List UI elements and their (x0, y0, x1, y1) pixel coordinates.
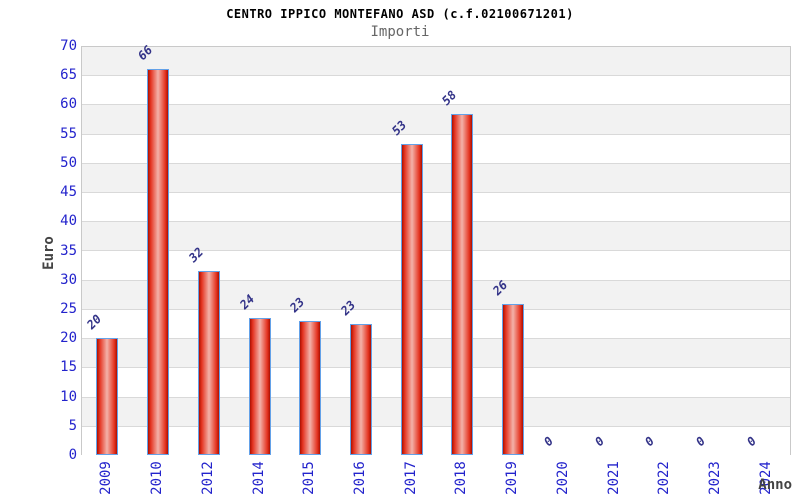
grid-band (82, 163, 790, 194)
x-tick-label: 2016 (351, 461, 368, 495)
bar (299, 320, 322, 455)
y-tick-label: 45 (60, 184, 77, 201)
grid-band (82, 105, 790, 135)
y-tick-label: 65 (60, 67, 77, 84)
bar (147, 69, 170, 455)
x-tick-label: 2009 (98, 461, 115, 495)
y-tick-label: 35 (60, 242, 77, 259)
x-tick-label: 2018 (453, 461, 470, 495)
grid-band (82, 397, 790, 427)
bar (248, 317, 271, 455)
chart-subtitle: Importi (370, 24, 430, 40)
bar (451, 114, 474, 455)
x-tick-label: 2020 (554, 461, 571, 495)
y-tick-label: 5 (68, 417, 77, 434)
y-tick-label: 25 (60, 300, 77, 317)
x-tick-label: 2012 (199, 461, 216, 495)
y-tick-label: 10 (60, 388, 77, 405)
y-tick-label: 70 (60, 38, 77, 54)
bar (197, 270, 220, 455)
plot-area (81, 46, 791, 456)
y-tick-label: 40 (60, 213, 77, 230)
y-tick-label: 50 (60, 154, 77, 171)
grid-band (82, 47, 790, 77)
chart-title: CENTRO IPPICO MONTEFANO ASD (c.f.0210067… (226, 7, 574, 21)
x-tick-label: 2022 (656, 461, 673, 495)
grid-band (82, 280, 790, 310)
x-tick-label: 2017 (402, 461, 419, 495)
x-tick-label: 2021 (605, 461, 622, 495)
y-tick-label: 60 (60, 96, 77, 113)
x-tick-label: 2010 (149, 461, 166, 495)
x-tick-label: 2019 (504, 461, 521, 495)
y-tick-label: 0 (68, 447, 77, 463)
grid-band (82, 309, 790, 340)
x-axis-label: Anno (758, 477, 792, 493)
x-tick-label: 2015 (301, 461, 318, 495)
x-tick-label: 2023 (706, 461, 723, 495)
grid-band (82, 339, 790, 369)
bar (502, 304, 525, 455)
grid-band (82, 368, 790, 398)
bar (349, 323, 372, 455)
y-tick-label: 15 (60, 359, 77, 376)
bar (400, 143, 423, 455)
grid-band (82, 134, 790, 164)
grid-band (82, 222, 790, 252)
y-tick-label: 55 (60, 125, 77, 142)
x-tick-label: 2014 (250, 461, 267, 495)
grid-band (82, 76, 790, 106)
bar (96, 338, 119, 455)
grid-band (82, 426, 790, 456)
grid-band (82, 193, 790, 223)
y-tick-label: 30 (60, 271, 77, 288)
y-tick-label: 20 (60, 330, 77, 347)
